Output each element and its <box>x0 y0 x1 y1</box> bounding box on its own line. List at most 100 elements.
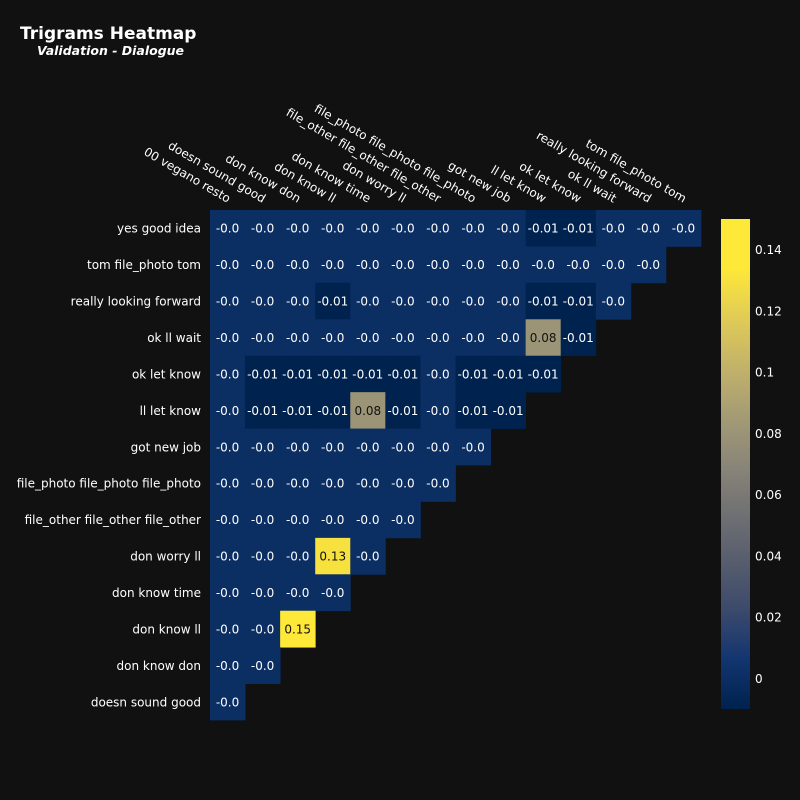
heatmap-cell <box>350 282 386 320</box>
colorbar-tick-label: 0.02 <box>755 611 782 625</box>
cell-value-label: -0.0 <box>602 222 625 236</box>
cell-value-label: -0.0 <box>426 477 449 491</box>
heatmap-cell <box>420 428 456 466</box>
heatmap-cells: -0.0 -0.0 -0.0 -0.0 -0.0 -0.0 -0.0 -0.0 -0.0 -0.0… <box>210 210 702 721</box>
cell-value-label: -0.0 <box>251 222 274 236</box>
cell-value-label: -0.01 <box>282 367 313 381</box>
heatmap-cell <box>280 246 316 284</box>
colorbar-tick-label: 0 <box>755 672 763 686</box>
cell-value-label: -0.0 <box>426 367 449 381</box>
heatmap-cell <box>315 282 351 320</box>
cell-value-label: -0.01 <box>493 367 524 381</box>
heatmap-cell <box>245 574 281 612</box>
cell-value-label: -0.0 <box>602 295 625 309</box>
heatmap-cell <box>385 282 421 320</box>
heatmap-cell <box>350 428 386 466</box>
heatmap-cell <box>210 428 246 466</box>
cell-value-label: -0.01 <box>493 404 524 418</box>
heatmap-cell <box>665 210 702 247</box>
heatmap-cell <box>455 282 491 320</box>
heatmap-cell <box>490 392 527 429</box>
y-tick-label: don know don <box>117 659 201 673</box>
cell-value-label: -0.0 <box>216 295 239 309</box>
cell-value-label: -0.0 <box>251 440 274 454</box>
heatmap-cell <box>595 246 632 284</box>
cell-value-label: -0.0 <box>637 258 660 272</box>
heatmap-cell <box>350 501 386 539</box>
y-tick-label: ok let know <box>132 367 201 381</box>
cell-value-label: -0.0 <box>391 331 414 345</box>
cell-value-label: -0.0 <box>356 550 379 564</box>
cell-value-label: -0.0 <box>216 331 239 345</box>
y-tick-label: tom file_photo tom <box>87 258 201 272</box>
heatmap-cell <box>280 610 316 648</box>
cell-value-label: -0.0 <box>216 404 239 418</box>
cell-value-label: -0.0 <box>356 295 379 309</box>
heatmap-cell <box>210 246 246 284</box>
cell-value-label: -0.0 <box>321 222 344 236</box>
colorbar-gradient <box>721 219 750 709</box>
heatmap-cell <box>245 428 281 466</box>
heatmap-cell <box>245 319 281 357</box>
heatmap-cell <box>280 282 316 320</box>
cell-value-label: -0.0 <box>321 331 344 345</box>
cell-value-label: -0.0 <box>286 477 309 491</box>
heatmap-cell <box>560 210 597 247</box>
cell-value-label: -0.0 <box>391 295 414 309</box>
heatmap-cell <box>385 355 421 393</box>
heatmap-cell <box>315 501 351 539</box>
heatmap-cell <box>315 428 351 466</box>
y-tick-label: don worry ll <box>130 550 201 564</box>
cell-value-label: -0.0 <box>461 222 484 236</box>
cell-value-label: -0.0 <box>216 440 239 454</box>
y-tick-label: don know time <box>112 586 201 600</box>
cell-value-label: -0.0 <box>216 258 239 272</box>
heatmap-cell <box>210 610 246 648</box>
cell-value-label: -0.0 <box>251 659 274 673</box>
heatmap-cell <box>595 282 632 320</box>
cell-value-label: -0.0 <box>461 258 484 272</box>
heatmap-cell <box>280 501 316 539</box>
cell-value-label: -0.0 <box>216 513 239 527</box>
colorbar: 0 0.02 0.04 0.06 0.08 0.1 0.12 0.14 <box>721 219 782 709</box>
heatmap-cell <box>525 319 562 357</box>
cell-value-label: -0.0 <box>672 222 695 236</box>
heatmap-cell <box>385 392 421 429</box>
cell-value-label: -0.0 <box>216 477 239 491</box>
colorbar-tick-label: 0.1 <box>755 366 774 380</box>
heatmap-cell <box>280 465 316 502</box>
heatmap-cell <box>385 210 421 247</box>
cell-value-label: -0.0 <box>251 550 274 564</box>
cell-value-label: -0.0 <box>216 659 239 673</box>
cell-value-label: -0.0 <box>251 331 274 345</box>
heatmap-cell <box>385 428 421 466</box>
cell-value-label: -0.0 <box>216 367 239 381</box>
cell-value-label: -0.01 <box>457 367 488 381</box>
heatmap-cell <box>280 537 316 575</box>
cell-value-label: 0.08 <box>354 404 381 418</box>
cell-value-label: -0.0 <box>356 222 379 236</box>
heatmap-cell <box>315 537 351 575</box>
colorbar-tick-label: 0.06 <box>755 488 782 502</box>
cell-value-label: -0.01 <box>563 295 594 309</box>
cell-value-label: -0.0 <box>496 222 519 236</box>
heatmap-cell <box>280 574 316 612</box>
y-tick-label: file_photo file_photo file_photo <box>17 477 201 491</box>
heatmap-cell <box>490 319 527 357</box>
cell-value-label: -0.0 <box>391 258 414 272</box>
cell-value-label: -0.01 <box>528 295 559 309</box>
colorbar-ticks: 0 0.02 0.04 0.06 0.08 0.1 0.12 0.14 <box>755 243 782 686</box>
cell-value-label: -0.0 <box>426 404 449 418</box>
y-tick-label: doesn sound good <box>91 695 201 709</box>
heatmap-cell <box>210 282 246 320</box>
cell-value-label: -0.0 <box>602 258 625 272</box>
y-tick-label: file_other file_other file_other <box>25 513 201 527</box>
cell-value-label: -0.0 <box>426 331 449 345</box>
cell-value-label: -0.0 <box>251 258 274 272</box>
heatmap-cell <box>315 392 351 429</box>
y-tick-label: ll let know <box>140 404 202 418</box>
heatmap-cell <box>560 246 597 284</box>
heatmap-cell <box>350 246 386 284</box>
